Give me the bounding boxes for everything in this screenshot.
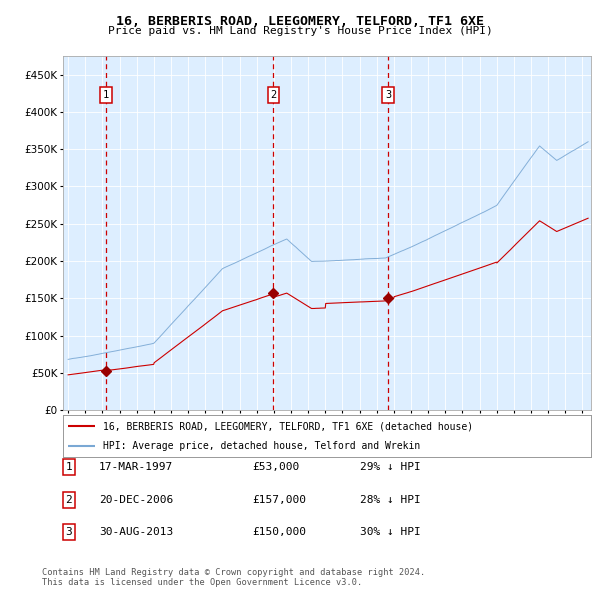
Text: Price paid vs. HM Land Registry's House Price Index (HPI): Price paid vs. HM Land Registry's House …	[107, 26, 493, 36]
Text: 30-AUG-2013: 30-AUG-2013	[99, 527, 173, 537]
Text: 2: 2	[65, 495, 73, 504]
Text: 17-MAR-1997: 17-MAR-1997	[99, 463, 173, 472]
Text: 3: 3	[65, 527, 73, 537]
Text: 3: 3	[385, 90, 391, 100]
Text: £53,000: £53,000	[252, 463, 299, 472]
Text: 16, BERBERIS ROAD, LEEGOMERY, TELFORD, TF1 6XE (detached house): 16, BERBERIS ROAD, LEEGOMERY, TELFORD, T…	[103, 421, 473, 431]
Text: Contains HM Land Registry data © Crown copyright and database right 2024.
This d: Contains HM Land Registry data © Crown c…	[42, 568, 425, 587]
Text: 1: 1	[103, 90, 109, 100]
Text: £157,000: £157,000	[252, 495, 306, 504]
Text: 30% ↓ HPI: 30% ↓ HPI	[360, 527, 421, 537]
Text: £150,000: £150,000	[252, 527, 306, 537]
Text: 29% ↓ HPI: 29% ↓ HPI	[360, 463, 421, 472]
Text: HPI: Average price, detached house, Telford and Wrekin: HPI: Average price, detached house, Telf…	[103, 441, 420, 451]
Text: 16, BERBERIS ROAD, LEEGOMERY, TELFORD, TF1 6XE: 16, BERBERIS ROAD, LEEGOMERY, TELFORD, T…	[116, 15, 484, 28]
Text: 20-DEC-2006: 20-DEC-2006	[99, 495, 173, 504]
Text: 2: 2	[270, 90, 277, 100]
Text: 1: 1	[65, 463, 73, 472]
Text: 28% ↓ HPI: 28% ↓ HPI	[360, 495, 421, 504]
